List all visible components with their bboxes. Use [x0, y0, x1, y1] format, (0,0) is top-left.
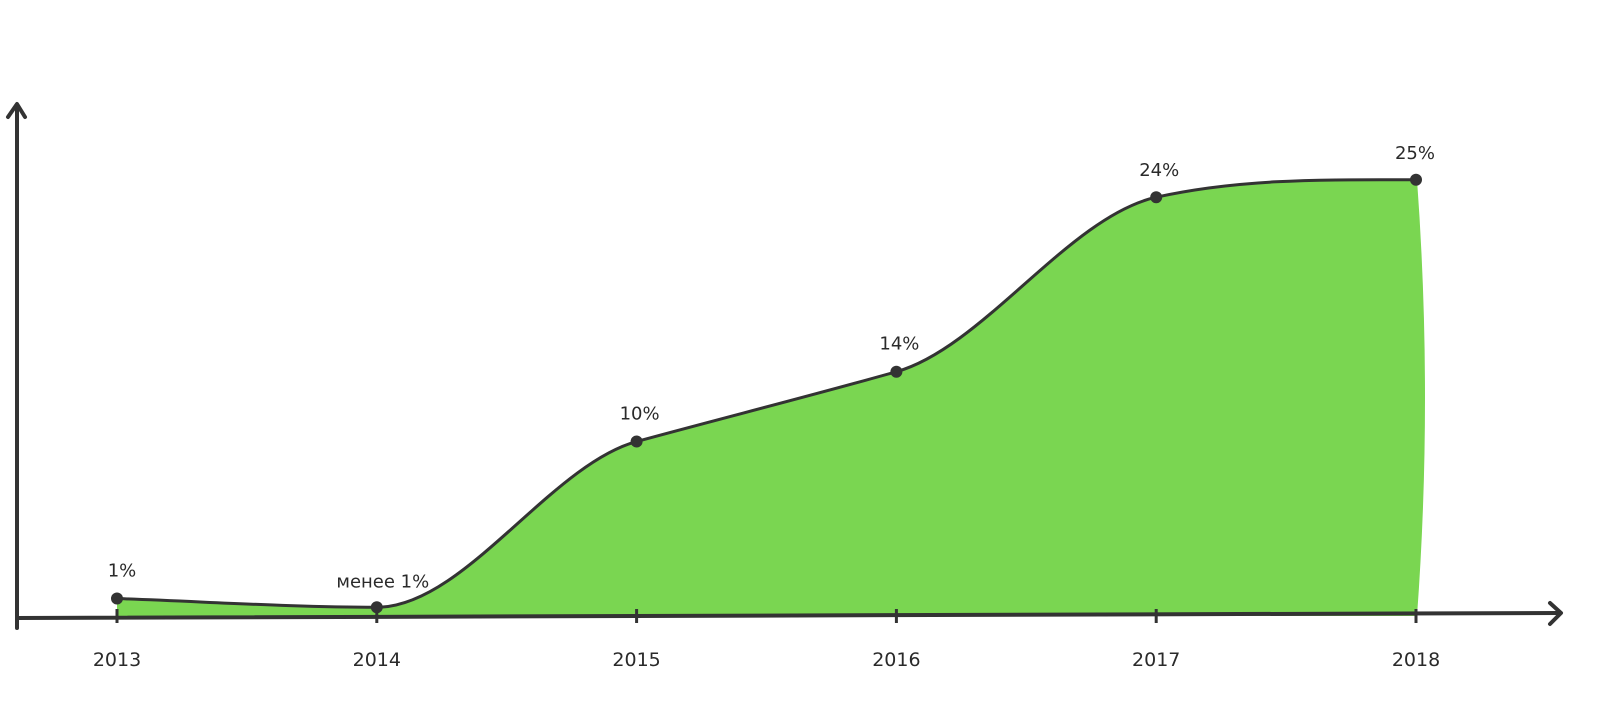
data-label: 10% [620, 404, 660, 425]
x-tick-label: 2014 [353, 649, 401, 671]
data-point [1150, 191, 1163, 204]
area-fill [117, 179, 1424, 616]
area-right-edge [1415, 179, 1425, 617]
data-points [111, 173, 1422, 614]
data-label: 14% [879, 334, 919, 355]
series-line [116, 178, 1417, 609]
x-tick-label: 2017 [1132, 649, 1180, 671]
x-tick-label: 2013 [93, 649, 141, 671]
x-ticks [115, 609, 1418, 623]
data-label: 24% [1139, 160, 1179, 181]
x-axis [15, 611, 1562, 620]
data-label: менее 1% [336, 571, 429, 592]
data-point [370, 601, 383, 614]
data-point [1410, 173, 1422, 186]
data-labels: 1% менее 1% 10% 14% 24% 25% [108, 143, 1435, 593]
x-tick-labels: 2013 2014 2015 2016 2017 2018 [93, 649, 1440, 671]
data-label: 1% [108, 561, 137, 582]
x-axis-arrow-icon [1548, 601, 1563, 626]
data-point [630, 435, 643, 448]
y-axis-arrow-icon [6, 102, 27, 119]
data-point [890, 365, 903, 378]
x-tick-label: 2018 [1392, 649, 1440, 671]
data-point [111, 592, 123, 605]
data-label: 25% [1395, 143, 1435, 164]
x-tick-label: 2016 [872, 649, 920, 671]
x-tick-label: 2015 [612, 649, 660, 671]
